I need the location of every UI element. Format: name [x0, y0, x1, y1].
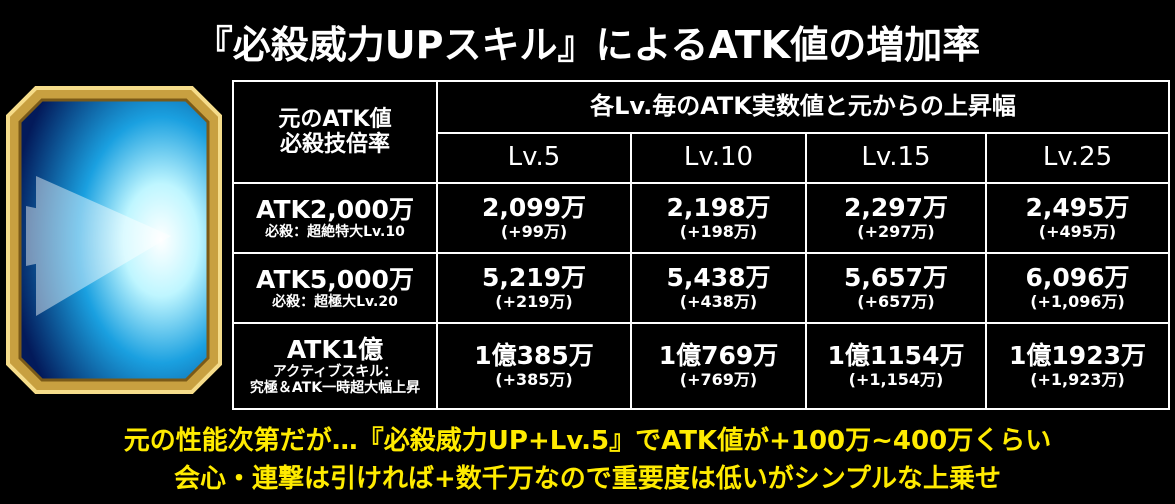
atk-value: 6,096万 [1025, 263, 1130, 293]
atk-gain: (+385万) [495, 370, 573, 390]
atk-value: 2,198万 [666, 193, 771, 223]
skill-text: 必殺：超絶特大Lv.10 [265, 224, 405, 241]
value-cell: 1億385万 (+385万) [436, 322, 632, 410]
row-header: ATK5,000万 必殺：超極大Lv.20 [232, 252, 438, 324]
level-header: Lv.5 [436, 132, 632, 184]
atk-gain: (+1,154万) [848, 370, 944, 390]
footer-line: 会心・連撃は引ければ+数千万なので重要度は低いがシンプルな上乗せ [173, 464, 1001, 494]
atk-gain: (+297万) [857, 222, 935, 242]
corner-cell: 元のATK値 必殺技倍率 [232, 80, 438, 184]
skill-text: アクティブスキル： [272, 364, 398, 381]
corner-text: 必殺技倍率 [279, 132, 390, 157]
atk-gain: (+769万) [679, 370, 758, 390]
atk-gain: (+495万) [1038, 222, 1117, 242]
level-header: Lv.15 [805, 132, 987, 184]
value-cell: 5,219万 (+219万) [436, 252, 632, 324]
atk-value: 2,495万 [1025, 193, 1130, 223]
atk-gain: (+438万) [679, 292, 758, 312]
data-row: ATK5,000万 必殺：超極大Lv.20 5,219万 (+219万) 5,438万(… [232, 252, 1171, 324]
level-header: Lv.10 [630, 132, 807, 184]
atk-value: 1億385万 [474, 341, 594, 371]
group-header: 各Lv.毎のATK実数値と元からの上昇幅 [435, 80, 1171, 134]
footer-line: 元の性能次第だが…『必殺威力UP+Lv.5』でATK値が+100万~400万くら… [123, 426, 1052, 456]
atk-gain: (+198万) [679, 222, 758, 242]
skill-text: 必殺：超極大Lv.20 [272, 294, 398, 311]
atk-value: 2,297万 [843, 193, 949, 223]
value-cell: 2,297万 (+297万) [805, 182, 987, 254]
row-header: ATK2,000万 必殺：超絶特大Lv.10 [232, 182, 438, 254]
skill-icon [6, 86, 222, 394]
level-header: Lv.25 [984, 132, 1171, 184]
value-cell: 2,198万 (+198万) [630, 182, 807, 254]
atk-value: 5,219万 [481, 263, 587, 293]
base-atk: ATK2,000万 [256, 194, 414, 224]
atk-gain: (+219万) [495, 292, 573, 312]
header-row: 元のATK値 必殺技倍率 各Lv.毎のATK実数値と元からの上昇幅 [232, 80, 1171, 184]
atk-gain: (+99万) [500, 222, 568, 242]
value-cell: 1億769万 (+769万) [630, 322, 807, 410]
title: 『必殺威力UPスキル』によるATK値の増加率 [194, 23, 981, 67]
atk-gain: (+657万) [857, 292, 935, 312]
value-cell: 5,438万 (+438万) [630, 252, 807, 324]
corner-text: 元のATK値 [278, 106, 392, 132]
value-cell: 5,657万 (+657万) [805, 252, 987, 324]
data-row: ATK1億 アクティブスキル： 究極＆ATK一時超大幅上昇 1億385万 (+385万)… [232, 322, 1171, 410]
atk-gain: (+1,923万) [1030, 370, 1125, 390]
atk-value: 5,657万 [843, 263, 949, 293]
row-header: ATK1億 アクティブスキル： 究極＆ATK一時超大幅上昇 [232, 322, 438, 410]
value-cell: 2,495万 (+495万) [984, 182, 1171, 254]
value-cell: 1億1923万 (+1,923万) [984, 322, 1171, 410]
atk-table: 元のATK値 必殺技倍率 各Lv.毎のATK実数値と元からの上昇幅 Lv.5 Lv.10… [232, 80, 1171, 410]
atk-value: 5,438万 [666, 263, 771, 293]
atk-gain: (+1,096万) [1030, 292, 1125, 312]
base-atk: ATK1億 [286, 334, 384, 364]
data-row: ATK2,000万 必殺：超絶特大Lv.10 2,099万 (+99万) 2,198万(… [232, 182, 1171, 254]
atk-value: 1億1923万 [1009, 341, 1146, 371]
skill-text: 究極＆ATK一時超大幅上昇 [249, 380, 421, 397]
value-cell: 6,096万 (+1,096万) [984, 252, 1171, 324]
level-row: Lv.5 Lv.10 Lv.15 Lv.25 [233, 132, 1171, 184]
base-atk: ATK5,000万 [256, 264, 414, 294]
atk-value: 1億769万 [658, 341, 779, 371]
value-cell: 1億1154万 (+1,154万) [805, 322, 987, 410]
atk-value: 1億1154万 [827, 341, 965, 371]
value-cell: 2,099万 (+99万) [436, 182, 632, 254]
atk-value: 2,099万 [481, 193, 587, 223]
